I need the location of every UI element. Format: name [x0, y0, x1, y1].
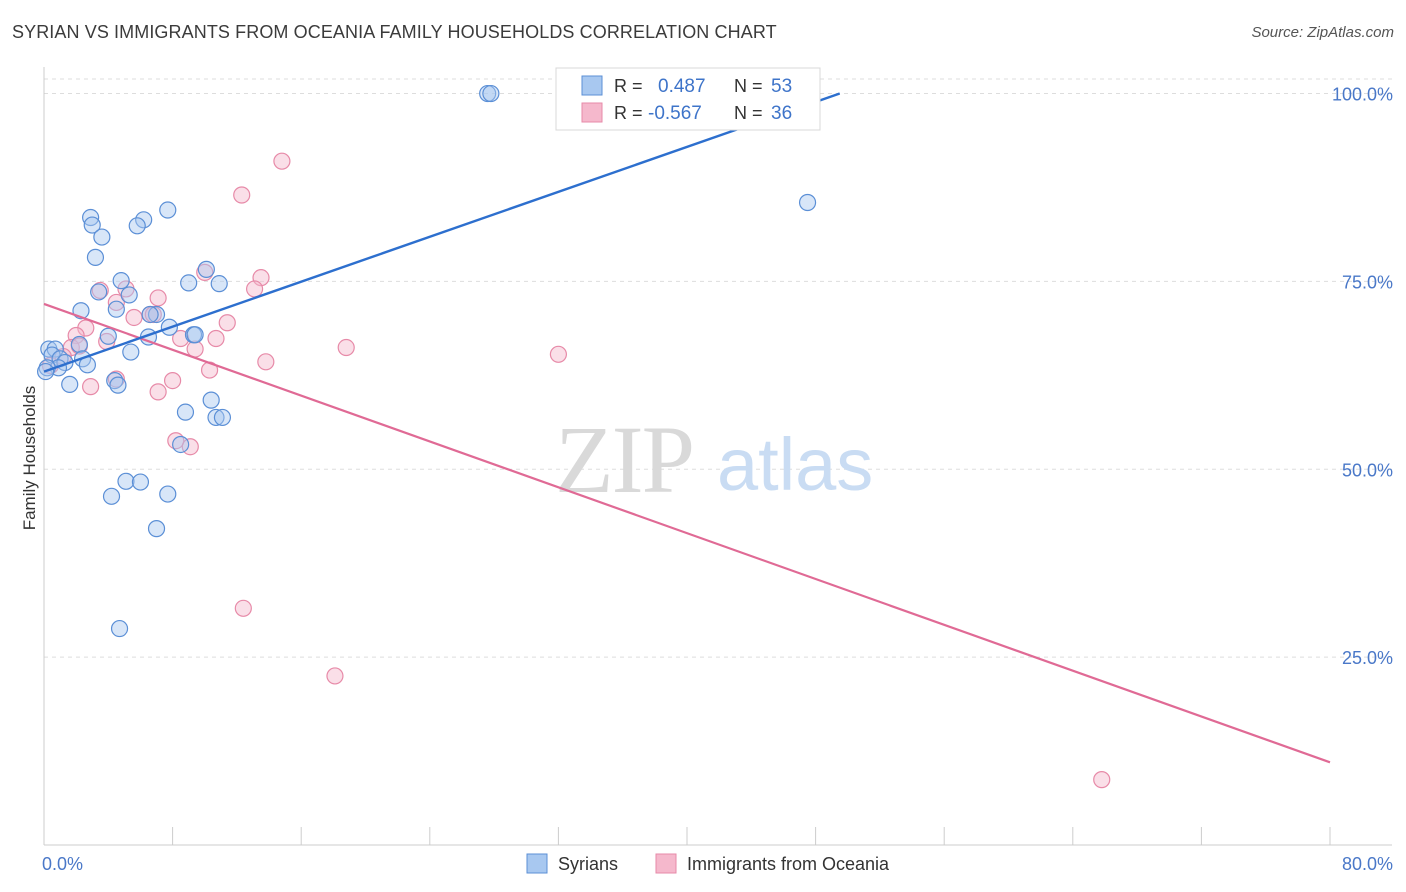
stats-r-value-2: -0.567	[648, 103, 702, 124]
oceania-point-18	[337, 338, 355, 357]
oceania-point-24	[164, 372, 182, 390]
syrians-point-40	[109, 376, 127, 394]
syrians-point-10	[86, 248, 105, 266]
oceania-point-7	[149, 289, 167, 307]
oceania-point-1	[233, 186, 251, 204]
syrians-point-38	[61, 375, 79, 393]
syrians-point-7	[135, 211, 153, 229]
syrians-point-47	[131, 473, 150, 491]
syrians-point-14	[210, 275, 228, 293]
y-tick-label-3: 100.0%	[1332, 85, 1393, 105]
stats-swatch-oceania	[581, 102, 603, 123]
oceania-point-8	[107, 293, 125, 312]
watermark: ZIP atlas	[555, 406, 873, 513]
syrians-point-24	[99, 327, 117, 345]
oceania-trend-line	[43, 302, 1331, 764]
y-tick-label-1: 50.0%	[1342, 460, 1393, 480]
syrians-point-50	[147, 520, 166, 538]
legend-swatch-oceania	[655, 853, 677, 874]
syrians-point-1	[482, 84, 500, 103]
syrians-point-20	[141, 305, 159, 324]
oceania-point-3	[196, 263, 214, 281]
syrians-point-13	[180, 274, 198, 292]
syrians-point-18	[107, 300, 125, 318]
syrians-points	[37, 84, 817, 638]
oceania-point-9	[125, 308, 143, 327]
y-tick-labels: 25.0% 50.0% 75.0% 100.0%	[1332, 85, 1393, 669]
stats-r-label-1: R =	[614, 76, 643, 96]
axes	[43, 67, 1392, 846]
stats-r-value-1: 0.487	[658, 76, 706, 97]
oceania-point-29	[234, 599, 252, 617]
oceania-point-4	[245, 280, 264, 298]
syrians-point-8	[128, 217, 146, 235]
stats-n-label-1: N =	[734, 76, 763, 96]
syrians-point-46	[117, 472, 135, 490]
legend-label-syrians: Syrians	[558, 854, 618, 874]
syrians-point-5	[83, 216, 101, 234]
syrians-point-12	[112, 272, 130, 290]
oceania-point-19	[186, 340, 204, 358]
gridlines	[44, 78, 1392, 658]
trend-lines	[43, 92, 1331, 764]
syrians-point-26	[70, 335, 88, 354]
legend-swatch-syrians	[526, 853, 548, 874]
syrians-point-51	[110, 619, 129, 638]
watermark-atlas: atlas	[717, 423, 873, 506]
y-tick-label-0: 25.0%	[1342, 648, 1393, 668]
syrians-point-9	[93, 228, 111, 246]
stats-n-value-1: 53	[771, 76, 792, 97]
source-label: Source: ZipAtlas.com	[1251, 24, 1394, 41]
syrians-trend-line	[43, 92, 841, 373]
syrians-point-44	[213, 408, 232, 427]
watermark-zip: ZIP	[555, 406, 693, 513]
syrians-point-11	[197, 260, 215, 278]
y-tick-label-2: 75.0%	[1342, 272, 1393, 292]
syrians-point-3	[798, 193, 817, 212]
bottom-legend: Syrians Immigrants from Oceania	[526, 853, 890, 874]
syrians-point-45	[172, 435, 190, 454]
syrians-point-16	[120, 286, 138, 304]
oceania-point-26	[149, 383, 167, 401]
y-axis-label: Family Households	[20, 386, 39, 531]
syrians-point-29	[122, 343, 140, 361]
syrians-point-48	[102, 487, 121, 505]
stats-r-label-2: R =	[614, 103, 643, 123]
oceania-point-31	[1093, 771, 1111, 789]
oceania-point-15	[207, 329, 225, 348]
syrians-point-23	[186, 326, 204, 344]
oceania-point-0	[273, 152, 291, 170]
x-tick-label-min: 0.0%	[42, 854, 83, 874]
stats-n-label-2: N =	[734, 103, 763, 123]
syrians-point-41	[202, 391, 220, 409]
stats-swatch-syrians	[581, 75, 603, 96]
syrians-point-42	[176, 403, 195, 421]
oceania-point-21	[257, 353, 275, 371]
x-tick-label-max: 80.0%	[1342, 854, 1393, 874]
stats-n-value-2: 36	[771, 103, 792, 124]
syrians-point-19	[147, 305, 166, 324]
stats-legend: R = 0.487 N = 53 R = -0.567 N = 36	[555, 67, 821, 131]
oceania-point-25	[82, 378, 100, 396]
syrians-point-15	[90, 283, 108, 301]
syrians-point-43	[207, 408, 225, 427]
syrians-point-49	[159, 485, 177, 503]
oceania-point-30	[326, 667, 344, 685]
oceania-point-20	[549, 345, 568, 363]
oceania-point-11	[218, 314, 236, 332]
legend-label-oceania: Immigrants from Oceania	[687, 854, 890, 874]
chart-title: SYRIAN VS IMMIGRANTS FROM OCEANIA FAMILY…	[12, 22, 777, 42]
syrians-point-6	[159, 201, 177, 219]
